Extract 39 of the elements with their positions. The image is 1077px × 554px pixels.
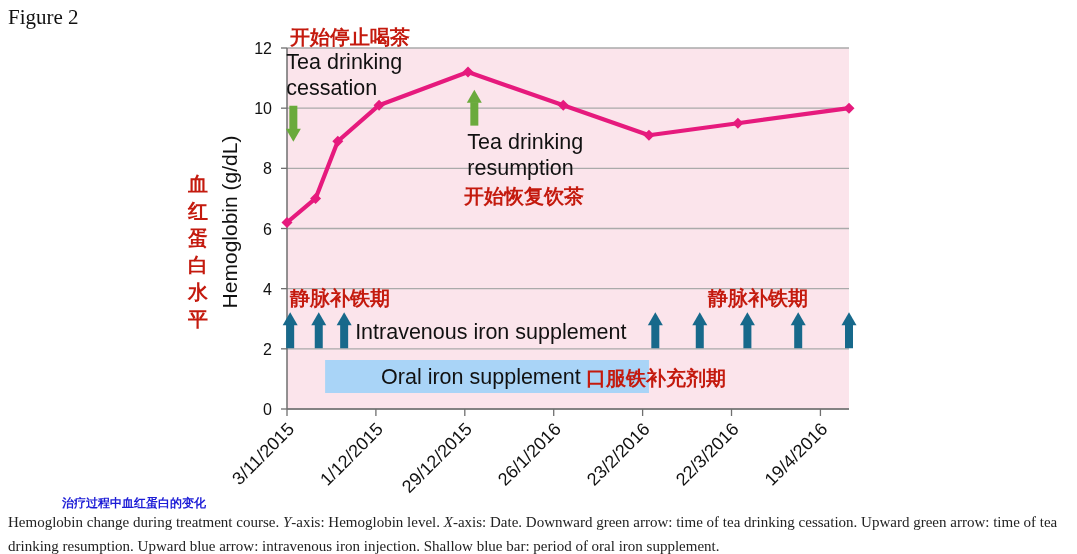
point [285,128,301,142]
point [281,216,293,228]
text: 治疗过程中血红蛋白的变化 [61,496,207,510]
y-tick-label: 0 [263,400,273,418]
y-tick-label: 4 [263,280,273,298]
series-label: Tea drinking resumption [467,129,584,180]
point [739,312,755,326]
annotation: 口服铁补充剂期 [585,366,726,389]
point [841,312,857,326]
point [557,99,569,111]
point [466,89,482,103]
point [643,129,655,141]
y-tick-label: 12 [254,39,273,57]
point [692,312,708,326]
band-label: Oral iron supplement [381,364,581,389]
annotation: 静脉补铁期 [706,287,808,310]
annotation: 静脉补铁期 [289,287,390,310]
text: 开始停止喝茶 [289,25,411,48]
legend-label: Intravenous iron supplement [355,320,627,345]
y-tick-label: 6 [263,220,273,237]
point [647,312,663,326]
y-tick-label: 2 [263,340,273,358]
point [732,117,744,129]
point [790,312,806,326]
point [310,192,322,204]
text: 血红蛋白水平 [187,173,209,330]
point [282,312,298,326]
annotation: 开始恢复饮茶 [463,184,585,207]
y-axis-title: Hemoglobin (g/dL) [217,135,241,309]
series-label: Tea drinking cessation [286,49,403,100]
point [373,99,385,111]
point [462,66,474,78]
point [332,135,344,147]
text: Hemoglobin change during treatment course. Y-axis: Hemoglobin level. X-axis: Date. Downward green arrow: time of tea drinking cessation. Upward green arrow: time of tea drinking resumption. Upward blue arrow: intravenous iron injection. Shallow blue bar: period of oral iron supplement. [8,514,1058,554]
text: Figure 2 [8,5,79,29]
y-tick-label: 8 [263,159,273,177]
point [336,312,352,326]
y-tick-label: 10 [254,99,273,117]
point [311,312,327,326]
